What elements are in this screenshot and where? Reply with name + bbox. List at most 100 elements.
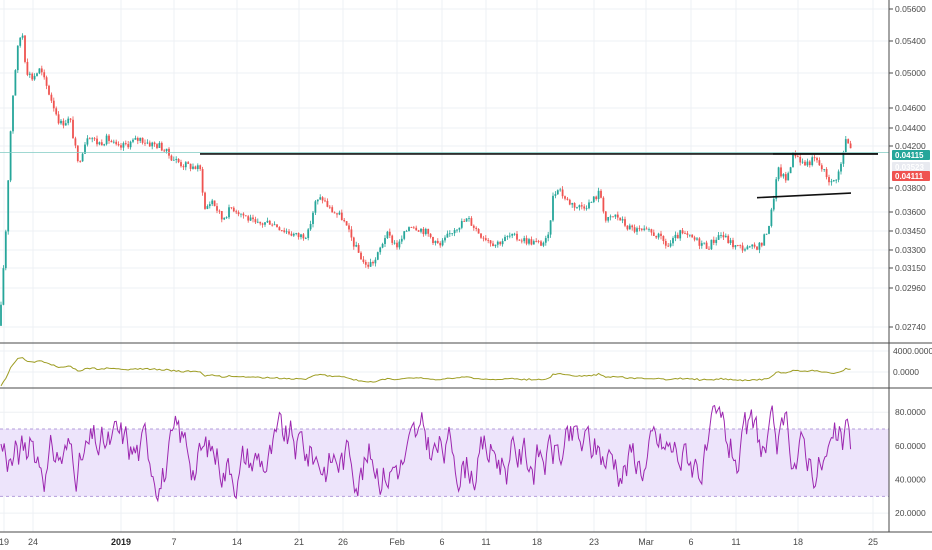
candle-body bbox=[643, 228, 646, 230]
candle-body bbox=[326, 200, 329, 207]
candle-body bbox=[362, 259, 365, 262]
candle-body bbox=[309, 224, 312, 230]
candle-body bbox=[79, 160, 82, 162]
candle-body bbox=[477, 228, 480, 234]
candle-body bbox=[816, 158, 818, 161]
candle-body bbox=[667, 245, 670, 247]
candle-body bbox=[240, 213, 242, 215]
candle-body bbox=[0, 304, 2, 326]
price-axis-label: 0.04400 bbox=[895, 123, 926, 133]
candle-body bbox=[614, 214, 617, 217]
candle-body bbox=[211, 200, 214, 205]
candle-body bbox=[268, 220, 271, 225]
candle-body bbox=[811, 157, 814, 166]
candle-body bbox=[559, 189, 562, 191]
candle-body bbox=[398, 241, 401, 248]
candle-body bbox=[400, 238, 403, 242]
candle-body bbox=[636, 228, 638, 232]
candle-body bbox=[201, 169, 204, 193]
candle-body bbox=[372, 262, 374, 264]
candle-body bbox=[645, 228, 648, 230]
candle-body bbox=[799, 156, 802, 163]
candle-body bbox=[244, 215, 247, 217]
candle-body bbox=[86, 138, 89, 145]
oscillator-axis-label: 80.0000 bbox=[895, 407, 926, 417]
candle-body bbox=[585, 208, 588, 210]
candle-body bbox=[16, 45, 19, 71]
candle-body bbox=[196, 165, 199, 170]
candle-body bbox=[314, 201, 317, 213]
candle-body bbox=[9, 131, 12, 181]
candle-body bbox=[367, 264, 370, 267]
candle-body bbox=[700, 243, 703, 246]
candle-body bbox=[67, 118, 70, 124]
time-axis-label: 6 bbox=[688, 537, 693, 547]
candle-body bbox=[748, 246, 751, 248]
candle-body bbox=[847, 139, 850, 144]
candle-body bbox=[549, 220, 552, 235]
candle-body bbox=[170, 155, 173, 161]
candle-body bbox=[556, 190, 559, 195]
candle-body bbox=[825, 169, 828, 178]
candle-body bbox=[544, 238, 547, 243]
candle-body bbox=[218, 210, 221, 212]
candle-body bbox=[496, 241, 499, 245]
price-badge bbox=[892, 171, 930, 181]
price-axis-label: 0.03600 bbox=[895, 207, 926, 217]
candle-body bbox=[328, 206, 331, 208]
candle-body bbox=[588, 202, 590, 209]
candle-body bbox=[292, 233, 295, 236]
candle-body bbox=[232, 207, 235, 212]
candle-body bbox=[417, 230, 420, 232]
price-badge bbox=[892, 150, 930, 160]
candle-body bbox=[24, 35, 26, 62]
candle-body bbox=[340, 212, 343, 220]
candle-body bbox=[12, 95, 14, 132]
candle-body bbox=[446, 233, 449, 238]
candle-body bbox=[127, 144, 130, 148]
candle-body bbox=[180, 162, 182, 167]
time-axis[interactable]: 19 24 2019 7 14 21 26 Feb 6 11 18 23 Mar 6 11 18 25 bbox=[0, 537, 878, 547]
candle-body bbox=[381, 243, 384, 248]
candle-body bbox=[722, 235, 725, 238]
time-axis-label: 18 bbox=[532, 537, 542, 547]
candle-body bbox=[278, 227, 281, 231]
candle-body bbox=[530, 239, 533, 245]
candle-body bbox=[679, 230, 682, 239]
price-axis[interactable]: 0.05600 0.05400 0.05000 0.04600 0.04400 0.042… bbox=[889, 4, 932, 518]
candle-body bbox=[14, 70, 17, 96]
oscillator-axis-label: 40.0000 bbox=[895, 475, 926, 485]
candle-body bbox=[283, 230, 286, 232]
candle-body bbox=[568, 199, 571, 205]
candle-body bbox=[134, 137, 137, 140]
oscillator-axis-label: 20.0000 bbox=[895, 508, 926, 518]
candle-body bbox=[117, 144, 120, 146]
candle-body bbox=[273, 224, 276, 226]
candle-body bbox=[360, 252, 362, 260]
candle-body bbox=[163, 150, 166, 152]
candle-body bbox=[2, 268, 5, 305]
candle-body bbox=[628, 225, 631, 230]
candle-body bbox=[604, 211, 607, 221]
candle-body bbox=[19, 37, 22, 46]
indicator-line bbox=[0, 357, 851, 387]
candle-body bbox=[84, 144, 86, 154]
candle-body bbox=[220, 211, 223, 220]
candle-body bbox=[780, 167, 782, 177]
candle-body bbox=[7, 180, 10, 232]
candle-body bbox=[448, 233, 451, 235]
candle-body bbox=[470, 218, 473, 226]
candle-body bbox=[345, 221, 348, 226]
price-axis-label: 0.02740 bbox=[895, 322, 926, 332]
candle-body bbox=[408, 227, 410, 231]
candle-body bbox=[472, 225, 475, 228]
candle-body bbox=[136, 137, 139, 141]
trendline[interactable] bbox=[756, 192, 852, 199]
candle-body bbox=[684, 233, 686, 235]
drawings[interactable] bbox=[0, 151, 889, 199]
time-axis-label: 24 bbox=[28, 537, 38, 547]
candle-body bbox=[813, 157, 816, 159]
candle-body bbox=[384, 238, 386, 244]
